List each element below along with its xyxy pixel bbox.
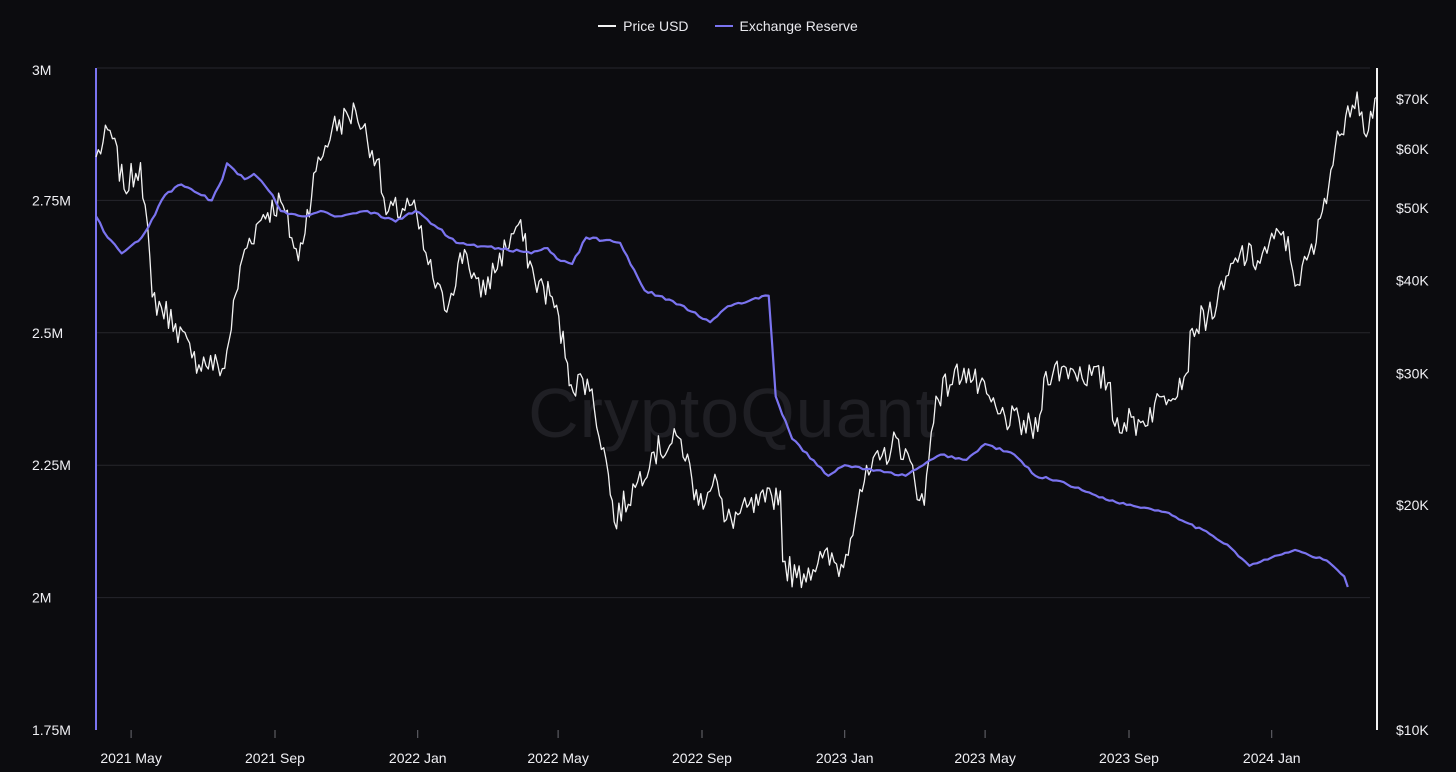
legend-swatch-price <box>598 25 617 27</box>
y-left-tick-label: 3M <box>32 62 51 78</box>
y-left-tick-label: 2.25M <box>32 457 71 473</box>
legend-label-exchange-reserve: Exchange Reserve <box>739 18 858 34</box>
y-right-tick-label: $40K <box>1396 272 1429 288</box>
x-tick-label: 2022 Jan <box>389 750 447 766</box>
legend: Price USD Exchange Reserve <box>0 18 1456 34</box>
y-right-tick-label: $20K <box>1396 497 1429 513</box>
y-left-tick-label: 2.75M <box>32 192 71 208</box>
x-tick-label: 2023 May <box>954 750 1015 766</box>
y-left-tick-label: 1.75M <box>32 722 71 738</box>
x-tick-label: 2022 Sep <box>672 750 732 766</box>
exchange-reserve-line <box>95 162 1349 588</box>
series-layer <box>95 91 1378 589</box>
legend-label-price: Price USD <box>623 18 689 34</box>
x-tick-label: 2022 May <box>527 750 588 766</box>
y-right-tick-label: $50K <box>1396 200 1429 216</box>
y-right-tick-label: $60K <box>1396 141 1429 157</box>
y-right-tick-label: $70K <box>1396 91 1429 107</box>
y-left-tick-label: 2.5M <box>32 325 63 341</box>
axis-labels: 1.75M 2M 2.25M 2.5M 2.75M 3M $10K $20K $30K $40K $… <box>32 62 1429 766</box>
gridlines <box>97 67 1370 599</box>
price-usd-line <box>95 91 1378 589</box>
y-right-tick-label: $10K <box>1396 722 1429 738</box>
y-right-tick-label: $30K <box>1396 366 1429 382</box>
x-tick-label: 2021 Sep <box>245 750 305 766</box>
x-tick-label: 2023 Jan <box>816 750 874 766</box>
x-tick-label: 2024 Jan <box>1243 750 1301 766</box>
y-left-tick-label: 2M <box>32 590 51 606</box>
legend-item-exchange-reserve[interactable]: Exchange Reserve <box>714 18 858 34</box>
x-tick-label: 2023 Sep <box>1099 750 1159 766</box>
legend-item-price[interactable]: Price USD <box>598 18 689 34</box>
x-tick-label: 2021 May <box>100 750 161 766</box>
legend-swatch-exchange-reserve <box>714 25 733 27</box>
watermark: CryptoQuant <box>528 374 936 452</box>
